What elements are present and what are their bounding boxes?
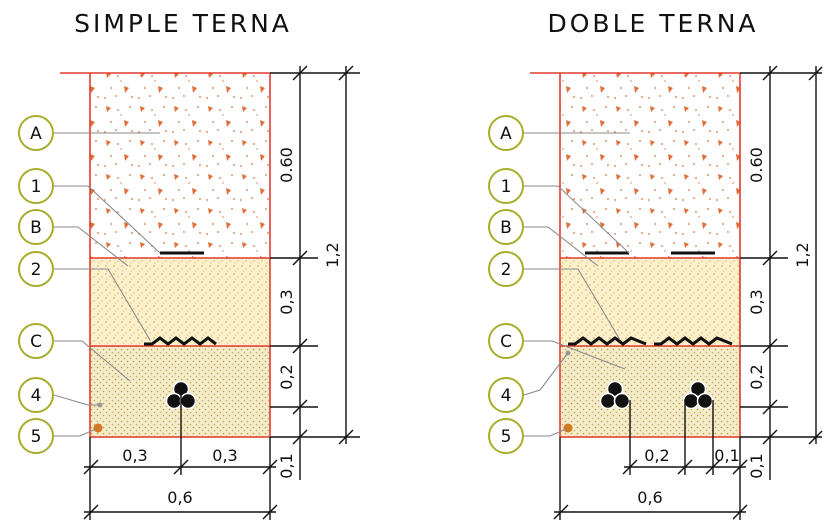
dim-h3: 0,2 — [747, 364, 766, 389]
svg-text:C: C — [500, 332, 512, 352]
leader-2 — [524, 268, 621, 341]
cable-trefoil — [682, 380, 714, 410]
label-a: A — [488, 115, 524, 151]
svg-text:B: B — [500, 218, 512, 238]
svg-text:2: 2 — [31, 260, 42, 280]
label-2: 2 — [18, 251, 54, 287]
dim-w-right: 0,3 — [212, 446, 237, 465]
simple-terna-title: SIMPLE TERNA — [74, 9, 292, 38]
dim-total: 1,2 — [793, 242, 812, 267]
simple-terna-diagram: SIMPLE TERNA A — [18, 9, 360, 520]
label-4: 4 — [488, 377, 524, 413]
leader-4 — [53, 394, 100, 406]
leader-c — [54, 340, 131, 382]
dim-w-total: 0,6 — [167, 488, 192, 507]
label-1: 1 — [18, 168, 54, 204]
doble-terna-diagram: DOBLE TERNA — [488, 9, 823, 520]
label-a: A — [18, 115, 54, 151]
leader-2 — [54, 268, 151, 341]
dim-w-total: 0,6 — [637, 488, 662, 507]
dim-h2: 0,3 — [277, 289, 296, 314]
dim-total: 1,2 — [323, 242, 342, 267]
backfill-layer-c — [560, 346, 740, 437]
dim-h4: 0,1 — [277, 453, 296, 478]
label-4: 4 — [18, 377, 54, 413]
leader-1 — [54, 185, 161, 254]
horizontal-dimensions: 0,3 0,3 0,6 — [83, 395, 278, 520]
leader-5 — [524, 427, 569, 437]
protection-plate — [144, 336, 217, 346]
dim-h2: 0,3 — [747, 289, 766, 314]
leader-4 — [523, 352, 569, 396]
dim-h1: 0.60 — [277, 147, 296, 183]
svg-text:1: 1 — [501, 177, 512, 197]
leader-5 — [54, 427, 99, 437]
svg-text:5: 5 — [31, 427, 42, 447]
leader-1 — [524, 185, 630, 254]
svg-text:B: B — [30, 218, 42, 238]
leader-b — [524, 226, 599, 267]
horizontal-dimensions: 0,2 0,1 0,6 — [553, 400, 748, 520]
label-b: B — [488, 209, 524, 245]
dim-w-left: 0,3 — [122, 446, 147, 465]
label-c: C — [18, 323, 54, 359]
vertical-dimensions: 0.60 0,3 0,2 0,1 1,2 — [270, 65, 360, 480]
label-1: 1 — [488, 168, 524, 204]
protection-plate — [568, 336, 647, 346]
soil-layer-a — [560, 73, 740, 258]
label-5: 5 — [18, 418, 54, 454]
svg-text:5: 5 — [501, 427, 512, 447]
dim-w-sep: 0,2 — [644, 446, 669, 465]
dim-h4: 0,1 — [747, 453, 766, 478]
dim-h3: 0,2 — [277, 364, 296, 389]
leader-c — [524, 340, 626, 370]
cable-trefoil — [599, 380, 631, 410]
svg-text:A: A — [500, 124, 512, 144]
vertical-dimensions: 0.60 0,3 0,2 0,1 1,2 — [740, 65, 823, 480]
label-b: B — [18, 209, 54, 245]
label-2: 2 — [488, 251, 524, 287]
label-c: C — [488, 323, 524, 359]
sand-layer-b — [90, 258, 270, 346]
svg-text:C: C — [30, 332, 42, 352]
label-5: 5 — [488, 418, 524, 454]
doble-terna-title: DOBLE TERNA — [548, 9, 759, 38]
svg-text:2: 2 — [501, 260, 512, 280]
soil-layer-a — [90, 73, 270, 258]
svg-text:1: 1 — [31, 177, 42, 197]
svg-text:4: 4 — [501, 386, 512, 406]
sand-layer-b — [560, 258, 740, 346]
svg-text:A: A — [30, 124, 42, 144]
leader-b — [54, 226, 129, 267]
dim-h1: 0.60 — [747, 147, 766, 183]
dim-w-side: 0,1 — [714, 446, 739, 465]
protection-plate — [654, 336, 733, 346]
svg-text:4: 4 — [31, 386, 42, 406]
